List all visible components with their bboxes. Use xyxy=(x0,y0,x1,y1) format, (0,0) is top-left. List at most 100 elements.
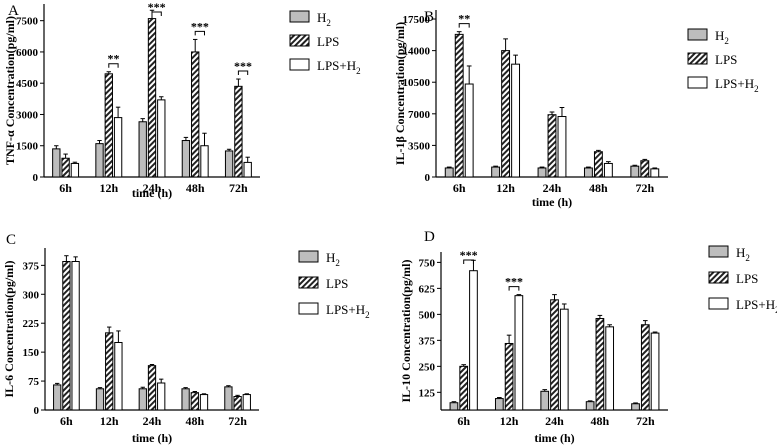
legend-subscript: 2 xyxy=(356,66,361,76)
legend-swatch-h2 xyxy=(708,245,729,258)
y-tick-label: 6000 xyxy=(16,47,39,59)
bar-h2-72h xyxy=(224,150,234,178)
significance-marker: *** xyxy=(505,275,523,289)
significance-marker: ** xyxy=(107,52,119,66)
bar-lps-48h xyxy=(190,392,199,411)
bar-h2-6h xyxy=(444,167,454,178)
x-axis-title: time (h) xyxy=(132,431,172,445)
legend-swatch-lps xyxy=(708,271,729,284)
panel-label: A xyxy=(8,3,19,19)
legend-label-text: H xyxy=(736,245,745,260)
bar-lps-24h xyxy=(147,365,157,411)
x-axis-title: time (h) xyxy=(534,431,574,445)
x-tick-label: 72h xyxy=(229,181,248,195)
bar-h2-72h xyxy=(224,386,233,411)
y-tick-label: 0 xyxy=(425,172,431,184)
x-tick-label: 48h xyxy=(589,181,608,195)
bar-lps-24h xyxy=(147,18,157,178)
y-tick-label: 0 xyxy=(34,405,40,417)
y-tick-label: 375 xyxy=(419,335,436,347)
significance-bracket xyxy=(508,286,520,291)
x-tick-label: 48h xyxy=(185,414,204,428)
bar-lps-48h xyxy=(191,51,200,178)
y-tick-label: 7000 xyxy=(408,109,431,121)
x-tick-label: 12h xyxy=(496,181,515,195)
bar-lpsh2-24h xyxy=(559,308,569,411)
bar-lps-6h xyxy=(62,261,71,411)
panel-label: B xyxy=(424,9,434,25)
bar-lps-72h xyxy=(233,396,242,411)
legend-label-lps: LPS xyxy=(317,34,339,49)
y-tick-label: 75 xyxy=(28,376,40,388)
bar-lps-12h xyxy=(501,50,511,178)
significance-bracket xyxy=(237,70,249,76)
bar-lpsh2-12h xyxy=(114,342,123,411)
significance-bracket xyxy=(458,23,470,28)
bar-h2-24h xyxy=(138,388,147,411)
bar-lpsh2-72h xyxy=(650,332,660,411)
bar-lps-12h xyxy=(105,332,114,411)
x-tick-label: 12h xyxy=(100,414,119,428)
significance-marker: *** xyxy=(460,248,478,262)
significance-bracket xyxy=(151,11,162,16)
y-axis-title: IL-10 Concentration(pg/ml) xyxy=(399,260,413,403)
bar-lps-72h xyxy=(234,85,243,178)
bar-lpsh2-48h xyxy=(200,145,209,178)
y-tick-label: 14000 xyxy=(403,46,431,58)
legend-swatch-h2 xyxy=(289,10,310,23)
significance-marker: *** xyxy=(148,0,166,14)
bar-lpsh2-72h xyxy=(243,161,252,178)
x-tick-label: 12h xyxy=(500,414,519,428)
legend-subscript: 2 xyxy=(365,310,370,320)
significance-bracket xyxy=(108,63,119,68)
y-tick-label: 3500 xyxy=(408,140,431,152)
x-axis-title: time (h) xyxy=(132,186,172,200)
x-tick-label: 72h xyxy=(228,414,247,428)
bar-h2-24h xyxy=(138,121,147,178)
y-tick-label: 4500 xyxy=(16,78,39,90)
legend-label-lpsh2: LPS+H2 xyxy=(715,76,759,94)
x-tick-label: 48h xyxy=(591,414,610,428)
significance-marker: ** xyxy=(458,12,470,26)
bar-lps-6h xyxy=(61,157,70,178)
x-tick-label: 6h xyxy=(59,181,72,195)
y-tick-label: 225 xyxy=(23,318,40,330)
x-tick-label: 6h xyxy=(457,414,470,428)
legend-label-text: LPS+H xyxy=(715,76,754,91)
legend-label-text: LPS+H xyxy=(317,58,356,73)
bar-lps-12h xyxy=(104,73,113,178)
bar-lpsh2-72h xyxy=(242,394,251,411)
legend-label-lpsh2: LPS+H2 xyxy=(736,297,777,315)
y-axis-title: IL-1β Concentration(pg/ml) xyxy=(393,22,407,165)
bar-h2-6h xyxy=(53,384,62,411)
y-tick-label: 125 xyxy=(419,387,436,399)
legend-label-text: H xyxy=(317,10,326,25)
y-tick-label: 750 xyxy=(419,257,436,269)
y-tick-label: 7500 xyxy=(16,16,39,28)
legend-label-h2: H2 xyxy=(317,10,331,28)
bar-lps-48h xyxy=(593,151,603,178)
legend-label-h2: H2 xyxy=(715,28,729,46)
bar-lpsh2-12h xyxy=(113,117,123,178)
y-tick-label: 17500 xyxy=(403,14,431,26)
significance-bracket xyxy=(194,30,205,36)
bar-lps-24h xyxy=(547,114,557,178)
bar-h2-12h xyxy=(491,166,501,178)
legend-label-h2: H2 xyxy=(326,250,340,268)
bar-h2-12h xyxy=(95,143,104,178)
y-tick-label: 300 xyxy=(23,289,40,301)
bar-h2-48h xyxy=(181,388,190,411)
legend-label-lpsh2: LPS+H2 xyxy=(317,58,361,76)
bar-lpsh2-24h xyxy=(557,116,567,178)
panel-c: C 0 75 150 225 300 375 IL-6 Concentration(pg/ml… xyxy=(2,232,370,445)
x-tick-label: 6h xyxy=(453,181,466,195)
y-tick-label: 375 xyxy=(23,260,40,272)
x-tick-label: 24h xyxy=(143,414,162,428)
bar-lps-12h xyxy=(504,342,514,411)
bar-lpsh2-6h xyxy=(71,261,80,411)
bar-lpsh2-6h xyxy=(70,162,80,178)
x-tick-label: 24h xyxy=(143,181,162,195)
bar-lpsh2-12h xyxy=(514,295,524,411)
